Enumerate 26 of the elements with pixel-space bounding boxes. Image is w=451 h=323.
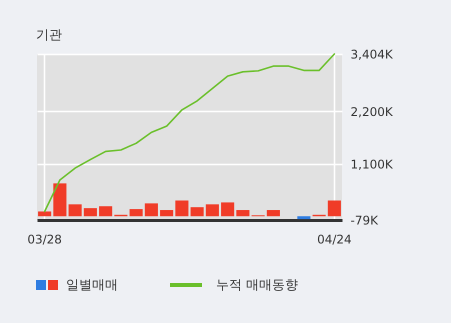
bar — [38, 211, 52, 216]
bar — [84, 208, 97, 216]
line-series — [44, 53, 336, 212]
x-tick-label: 04/24 — [317, 232, 352, 246]
bar — [328, 200, 341, 216]
bar — [99, 206, 112, 216]
bar — [53, 183, 66, 216]
bar — [266, 210, 280, 216]
bar — [206, 204, 219, 216]
bar — [68, 204, 82, 216]
bar — [190, 207, 204, 216]
bar — [130, 209, 143, 216]
y-tick-label: -79K — [350, 214, 380, 228]
bar — [175, 200, 188, 216]
x-tick-label: 03/28 — [27, 232, 62, 246]
bar — [221, 202, 234, 216]
bar — [236, 210, 250, 216]
legend-label: 일별매매 — [66, 277, 118, 294]
bar — [144, 203, 158, 216]
bar — [297, 216, 310, 220]
y-tick-label: 3,404K — [350, 48, 394, 62]
y-tick-label: 2,200K — [350, 104, 394, 119]
chart-title: 기관 — [36, 27, 62, 44]
bar — [160, 210, 174, 216]
y-tick-label: 1,100K — [350, 157, 394, 172]
legend-label: 누적 매매동향 — [216, 277, 298, 294]
